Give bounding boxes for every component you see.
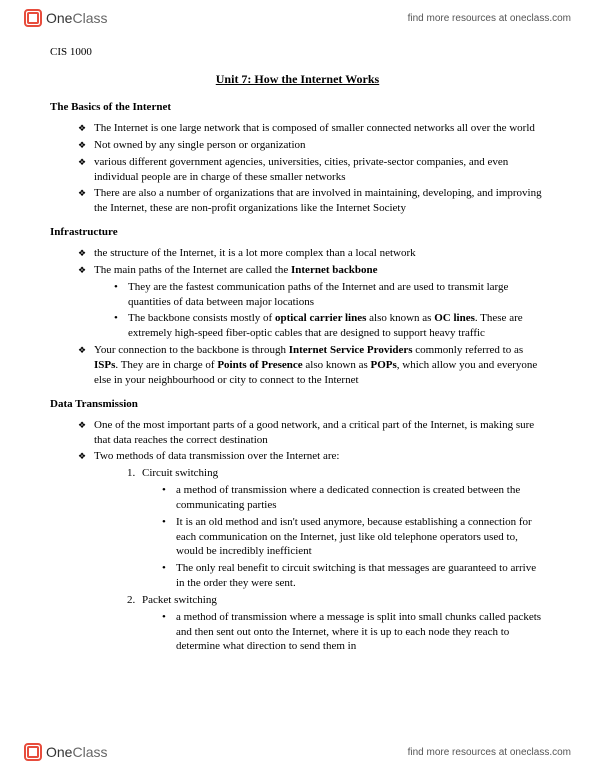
list-item: The Internet is one large network that i… <box>78 121 545 136</box>
infra-sublist: They are the fastest communication paths… <box>114 280 545 341</box>
find-more-link-bottom[interactable]: find more resources at oneclass.com <box>408 747 571 758</box>
bold-term: POPs <box>371 359 397 371</box>
list-item: a method of transmission where a message… <box>162 610 545 655</box>
list-item: a method of transmission where a dedicat… <box>162 483 545 513</box>
bold-term: optical carrier lines <box>275 312 366 324</box>
find-more-link-top[interactable]: find more resources at oneclass.com <box>408 13 571 24</box>
list-item: The backbone consists mostly of optical … <box>114 311 545 341</box>
basics-list: The Internet is one large network that i… <box>78 121 545 216</box>
brand-icon <box>24 743 42 761</box>
section-title-basics: The Basics of the Internet <box>50 101 545 113</box>
infra-list: the structure of the Internet, it is a l… <box>78 246 545 388</box>
list-item: The main paths of the Internet are calle… <box>78 263 545 341</box>
text: also known as <box>366 312 434 324</box>
text: Two methods of data transmission over th… <box>94 450 339 462</box>
brand-logo-footer: OneClass <box>24 743 107 761</box>
course-code: CIS 1000 <box>50 46 545 58</box>
unit-title: Unit 7: How the Internet Works <box>50 72 545 87</box>
page-header: OneClass find more resources at oneclass… <box>0 0 595 36</box>
document-body: CIS 1000 Unit 7: How the Internet Works … <box>0 36 595 696</box>
bold-term: Points of Presence <box>217 359 302 371</box>
section-title-data: Data Transmission <box>50 398 545 410</box>
list-item: One of the most important parts of a goo… <box>78 418 545 448</box>
methods-list: Circuit switching a method of transmissi… <box>138 466 545 654</box>
data-list: One of the most important parts of a goo… <box>78 418 545 655</box>
text: . They are in charge of <box>115 359 217 371</box>
list-item: Two methods of data transmission over th… <box>78 449 545 654</box>
section-title-infra: Infrastructure <box>50 226 545 238</box>
text: also known as <box>303 359 371 371</box>
bold-term: OC lines <box>434 312 475 324</box>
list-item: There are also a number of organizations… <box>78 186 545 216</box>
bold-term: Internet Service Providers <box>289 344 413 356</box>
brand-class: Class <box>72 744 107 760</box>
text: The main paths of the Internet are calle… <box>94 264 291 276</box>
brand-one: One <box>46 10 72 26</box>
text: Your connection to the backbone is throu… <box>94 344 289 356</box>
method-name: Circuit switching <box>142 467 218 479</box>
brand-class: Class <box>72 10 107 26</box>
brand-one: One <box>46 744 72 760</box>
brand-text: OneClass <box>46 10 107 26</box>
list-item: They are the fastest communication paths… <box>114 280 545 310</box>
brand-text: OneClass <box>46 744 107 760</box>
list-item: It is an old method and isn't used anymo… <box>162 515 545 560</box>
method-item: Packet switching a method of transmissio… <box>138 593 545 654</box>
text: The backbone consists mostly of <box>128 312 275 324</box>
page-footer: OneClass find more resources at oneclass… <box>0 734 595 770</box>
bold-term: ISPs <box>94 359 115 371</box>
method-sublist: a method of transmission where a message… <box>162 610 545 655</box>
brand-icon <box>24 9 42 27</box>
text: commonly referred to as <box>413 344 524 356</box>
bold-term: Internet backbone <box>291 264 377 276</box>
method-item: Circuit switching a method of transmissi… <box>138 466 545 591</box>
list-item: Not owned by any single person or organi… <box>78 138 545 153</box>
method-name: Packet switching <box>142 594 217 606</box>
list-item: Your connection to the backbone is throu… <box>78 343 545 388</box>
list-item: the structure of the Internet, it is a l… <box>78 246 545 261</box>
list-item: The only real benefit to circuit switchi… <box>162 561 545 591</box>
list-item: various different government agencies, u… <box>78 155 545 185</box>
method-sublist: a method of transmission where a dedicat… <box>162 483 545 591</box>
brand-logo: OneClass <box>24 9 107 27</box>
